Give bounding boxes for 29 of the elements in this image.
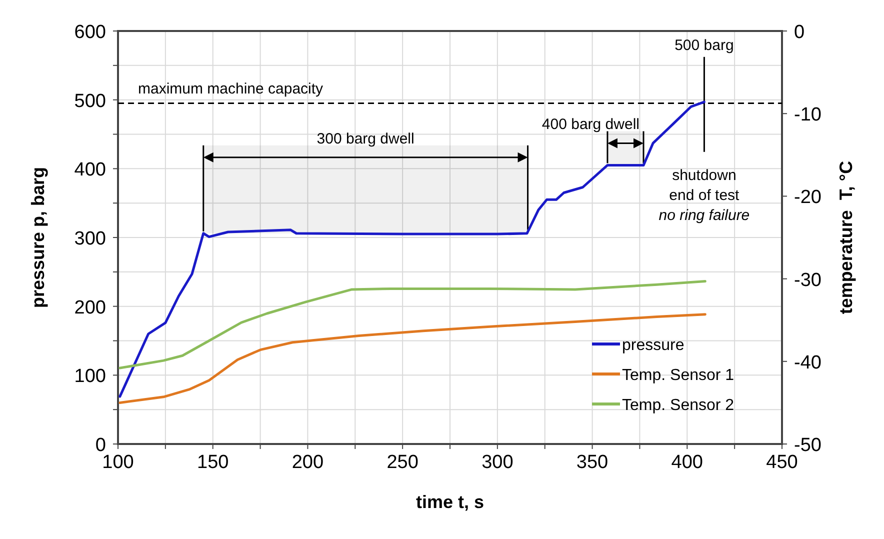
x-tick-label: 150: [197, 452, 229, 473]
x-axis-title: time t, s: [416, 492, 484, 512]
x-tick-label: 400: [671, 452, 703, 473]
y2-tick-label: -40: [794, 352, 822, 374]
y2-tick-label: -20: [794, 187, 822, 208]
band-label: 300 barg dwell: [316, 130, 414, 148]
ref-line-label: maximum machine capacity: [138, 80, 324, 98]
x-tick-label: 300: [482, 452, 514, 473]
x-tick-label: 250: [386, 452, 418, 473]
line-series: [118, 280, 706, 370]
y2-tick-label: 0: [794, 22, 805, 43]
annotation: shutdown end of test no ring failure: [658, 166, 750, 224]
y-axis-title: pressure p, barg: [28, 166, 48, 308]
x-tick-label: 200: [292, 452, 324, 473]
y-tick-label: 200: [74, 297, 106, 318]
legend-label: Temp. Sensor 1: [622, 367, 734, 384]
y-tick-label: 100: [74, 366, 106, 388]
ref-line-label: 500 barg: [674, 36, 734, 54]
y2-tick-label: -30: [794, 270, 822, 291]
y-tick-label: 400: [74, 160, 106, 181]
legend-label: Temp. Sensor 2: [622, 397, 734, 414]
y-tick-label: 500: [74, 90, 106, 112]
y2-tick-label: -10: [794, 104, 822, 126]
y-tick-label: 600: [74, 22, 106, 43]
x-tick-label: 350: [576, 452, 608, 473]
y2-axis-title: temperature T, °C: [836, 160, 856, 314]
y-tick-label: 300: [74, 228, 106, 250]
legend-label: pressure: [622, 337, 684, 354]
band-label: 400 barg dwell: [542, 116, 640, 134]
